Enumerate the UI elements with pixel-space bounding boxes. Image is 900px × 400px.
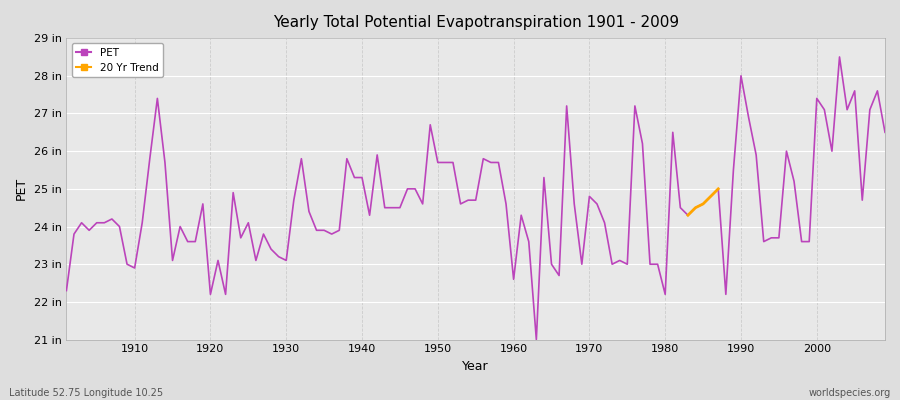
Text: Latitude 52.75 Longitude 10.25: Latitude 52.75 Longitude 10.25 xyxy=(9,388,163,398)
Legend: PET, 20 Yr Trend: PET, 20 Yr Trend xyxy=(72,43,163,77)
Text: worldspecies.org: worldspecies.org xyxy=(809,388,891,398)
Y-axis label: PET: PET xyxy=(15,177,28,200)
X-axis label: Year: Year xyxy=(463,360,489,373)
Title: Yearly Total Potential Evapotranspiration 1901 - 2009: Yearly Total Potential Evapotranspiratio… xyxy=(273,15,679,30)
